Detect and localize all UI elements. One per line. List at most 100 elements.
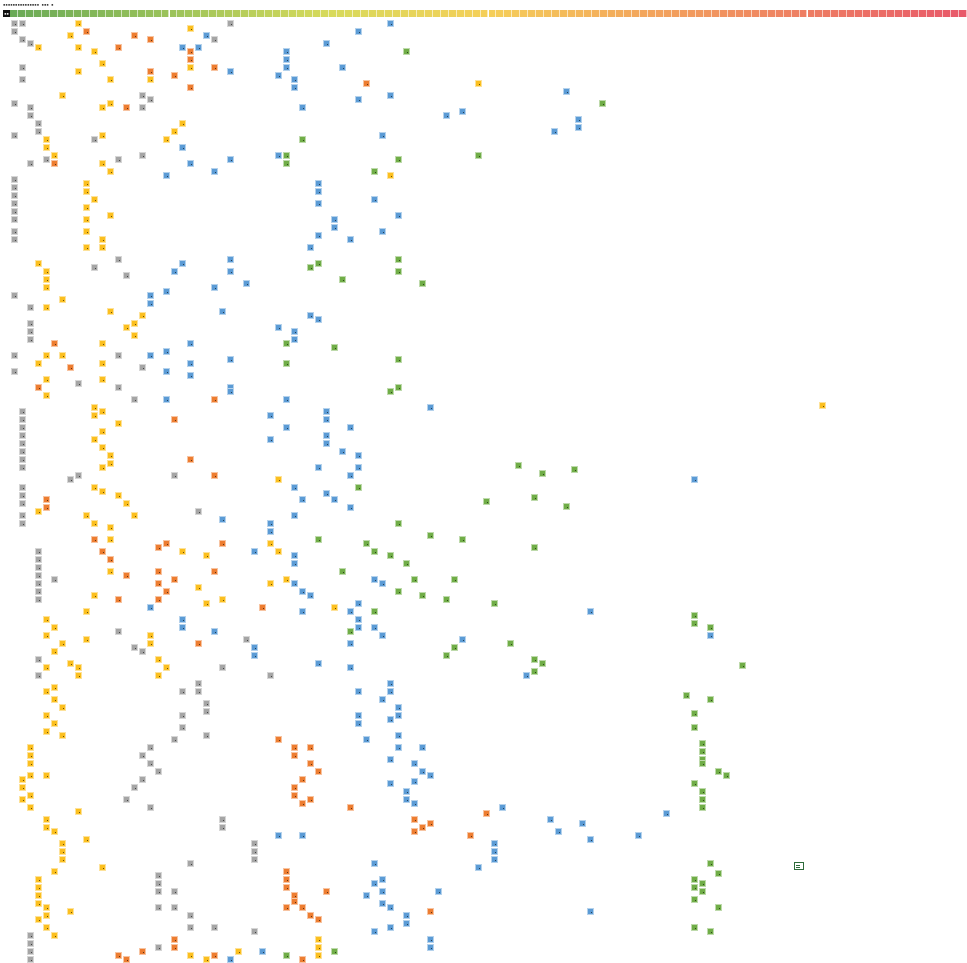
blue-cell[interactable] (707, 632, 714, 639)
green-cell[interactable] (531, 668, 538, 675)
gray-cell[interactable] (171, 904, 178, 911)
yellow-cell[interactable] (107, 100, 114, 107)
gray-cell[interactable] (27, 320, 34, 327)
yellow-cell[interactable] (475, 80, 482, 87)
gray-cell[interactable] (187, 924, 194, 931)
gray-cell[interactable] (123, 796, 130, 803)
yellow-cell[interactable] (179, 548, 186, 555)
green-cell[interactable] (707, 928, 714, 935)
orange-cell[interactable] (155, 568, 162, 575)
blue-cell[interactable] (579, 820, 586, 827)
blue-cell[interactable] (355, 96, 362, 103)
column-header-cell[interactable] (97, 10, 106, 17)
column-header-cell[interactable] (624, 10, 633, 17)
gray-cell[interactable] (115, 628, 122, 635)
column-header-cell[interactable] (528, 10, 537, 17)
blue-cell[interactable] (663, 810, 670, 817)
blue-cell[interactable] (315, 200, 322, 207)
yellow-cell[interactable] (123, 500, 130, 507)
orange-cell[interactable] (123, 572, 130, 579)
blue-cell[interactable] (259, 948, 266, 955)
column-header-cell[interactable] (735, 10, 744, 17)
green-cell[interactable] (699, 760, 706, 767)
yellow-cell[interactable] (203, 552, 210, 559)
green-cell[interactable] (331, 948, 338, 955)
blue-cell[interactable] (459, 636, 466, 643)
gray-cell[interactable] (179, 724, 186, 731)
gray-cell[interactable] (19, 20, 26, 27)
gray-cell[interactable] (203, 708, 210, 715)
gray-cell[interactable] (27, 304, 34, 311)
orange-cell[interactable] (51, 340, 58, 347)
blue-cell[interactable] (563, 88, 570, 95)
column-header-cell[interactable] (671, 10, 680, 17)
yellow-cell[interactable] (147, 76, 154, 83)
blue-cell[interactable] (379, 580, 386, 587)
blue-cell[interactable] (347, 472, 354, 479)
green-cell[interactable] (699, 880, 706, 887)
green-cell[interactable] (307, 264, 314, 271)
yellow-cell[interactable] (43, 632, 50, 639)
green-cell[interactable] (723, 772, 730, 779)
blue-cell[interactable] (475, 864, 482, 871)
yellow-cell[interactable] (203, 600, 210, 607)
column-header-cell[interactable] (424, 10, 433, 17)
gray-cell[interactable] (27, 932, 34, 939)
yellow-cell[interactable] (43, 816, 50, 823)
column-header-cell[interactable] (392, 10, 401, 17)
blue-cell[interactable] (331, 224, 338, 231)
column-header-cell[interactable] (568, 10, 577, 17)
orange-cell[interactable] (155, 544, 162, 551)
column-header-cell[interactable] (416, 10, 425, 17)
column-header-cell[interactable] (488, 10, 497, 17)
yellow-cell[interactable] (51, 684, 58, 691)
blue-cell[interactable] (387, 780, 394, 787)
column-header-cell[interactable] (161, 10, 170, 17)
blue-cell[interactable] (355, 616, 362, 623)
green-cell[interactable] (691, 724, 698, 731)
blue-cell[interactable] (379, 900, 386, 907)
yellow-cell[interactable] (19, 796, 26, 803)
green-cell[interactable] (395, 156, 402, 163)
gray-cell[interactable] (195, 680, 202, 687)
green-cell[interactable] (691, 710, 698, 717)
blue-cell[interactable] (355, 600, 362, 607)
yellow-cell[interactable] (43, 924, 50, 931)
blue-cell[interactable] (179, 616, 186, 623)
gray-cell[interactable] (155, 904, 162, 911)
blue-cell[interactable] (347, 664, 354, 671)
blue-cell[interactable] (499, 804, 506, 811)
blue-cell[interactable] (171, 268, 178, 275)
green-cell[interactable] (339, 568, 346, 575)
green-cell[interactable] (419, 592, 426, 599)
green-cell[interactable] (691, 896, 698, 903)
gray-cell[interactable] (251, 928, 258, 935)
column-header-cell[interactable] (783, 10, 792, 17)
column-header-cell[interactable] (919, 10, 928, 17)
blue-cell[interactable] (291, 552, 298, 559)
blue-cell[interactable] (331, 216, 338, 223)
blue-cell[interactable] (575, 116, 582, 123)
green-cell[interactable] (419, 280, 426, 287)
blue-cell[interactable] (411, 778, 418, 785)
column-header-cell[interactable] (536, 10, 545, 17)
blue-cell[interactable] (179, 624, 186, 631)
blue-cell[interactable] (395, 744, 402, 751)
yellow-cell[interactable] (27, 752, 34, 759)
blue-cell[interactable] (491, 856, 498, 863)
orange-cell[interactable] (171, 72, 178, 79)
gray-cell[interactable] (11, 28, 18, 35)
column-header-cell[interactable] (352, 10, 361, 17)
column-header-cell[interactable] (839, 10, 848, 17)
column-header-cell[interactable] (105, 10, 114, 17)
yellow-cell[interactable] (107, 452, 114, 459)
yellow-cell[interactable] (155, 672, 162, 679)
blue-cell[interactable] (227, 68, 234, 75)
orange-cell[interactable] (163, 540, 170, 547)
gray-cell[interactable] (19, 424, 26, 431)
yellow-cell[interactable] (91, 436, 98, 443)
yellow-cell[interactable] (107, 460, 114, 467)
yellow-cell[interactable] (43, 616, 50, 623)
column-header-cell[interactable] (41, 10, 50, 17)
yellow-cell[interactable] (267, 580, 274, 587)
